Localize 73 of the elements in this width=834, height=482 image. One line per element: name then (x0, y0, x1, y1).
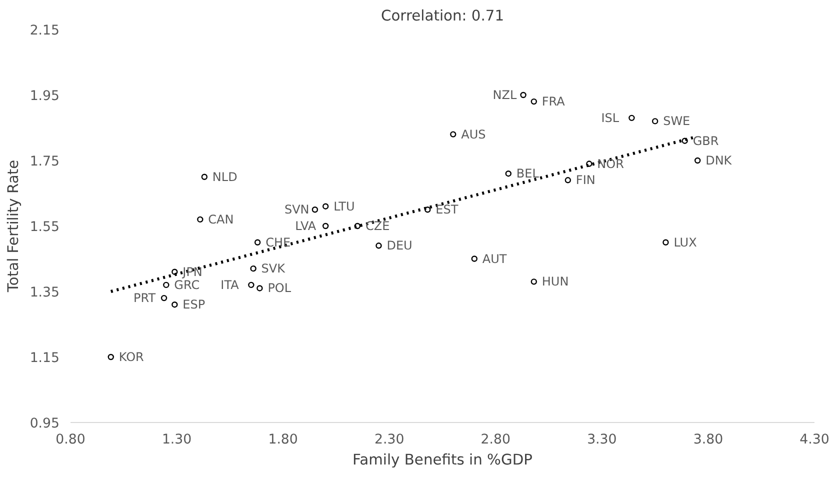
point (201, 174, 208, 180)
annotation: CHE (266, 235, 291, 250)
annotation: ISL (601, 110, 620, 125)
x-tick-label: 1.30 (162, 432, 192, 448)
point (450, 131, 456, 138)
y-tick-label: 1.95 (30, 89, 60, 104)
point (250, 265, 256, 272)
point (652, 118, 658, 124)
annotation: AUT (482, 252, 508, 266)
annotation: ITA (220, 278, 240, 292)
point (471, 256, 478, 262)
annotation: LTU (334, 199, 355, 214)
annotation: NLD (212, 170, 238, 184)
point (376, 242, 382, 249)
annotation: LVA (295, 219, 317, 233)
annotation: GBR (692, 134, 719, 148)
annotation: DNK (706, 154, 733, 168)
x-tick-label: 3.80 (693, 432, 724, 448)
point (197, 216, 204, 223)
annotation: SWE (663, 114, 690, 128)
point (322, 222, 329, 230)
point (530, 98, 538, 105)
x-tick-label: 4.30 (800, 432, 830, 448)
point (628, 114, 635, 122)
annotation: CZE (365, 219, 390, 233)
point (694, 157, 701, 164)
annotation: SVK (261, 262, 286, 276)
annotation: NOR (597, 156, 624, 171)
point (160, 294, 168, 302)
annotation: FIN (576, 173, 596, 188)
annotation: PRT (134, 291, 156, 306)
chart-title: Correlation: 0.71 (380, 8, 504, 24)
annotation: SVN (284, 202, 310, 217)
x-axis-title: Family Benefits in %GDP (352, 452, 533, 468)
x-tick-label: 1.80 (268, 432, 298, 448)
annotation: ESP (182, 298, 206, 312)
y-tick-label: 1.15 (30, 351, 60, 366)
point (505, 170, 512, 177)
x-tick-label: 2.30 (374, 432, 404, 448)
y-tick-label: 1.55 (30, 220, 60, 235)
annotation: POL (268, 281, 292, 296)
annotation: BEL (516, 166, 540, 181)
annotation: GRC (174, 278, 200, 292)
point (248, 282, 254, 288)
point (163, 282, 170, 288)
annotation: KOR (118, 350, 144, 364)
point (256, 285, 263, 292)
annotation: FRA (542, 94, 566, 109)
annotation: CAN (208, 212, 234, 226)
y-tick-label: 2.15 (30, 24, 60, 38)
y-tick-label: 1.75 (30, 154, 60, 170)
x-tick-label: 2.80 (480, 432, 510, 448)
annotation: EST (436, 202, 459, 217)
annotation: AUS (461, 127, 486, 142)
point (172, 302, 178, 308)
point (322, 203, 329, 210)
point (108, 354, 114, 360)
annotation: NZL (492, 88, 517, 102)
point (564, 177, 572, 184)
point (312, 206, 318, 213)
point (662, 239, 669, 246)
annotation: JPN (182, 264, 202, 279)
x-tick-label: 3.30 (587, 432, 617, 448)
point (530, 278, 538, 285)
x-tick-label: 0.80 (56, 432, 86, 448)
point (254, 239, 261, 246)
annotation: LUX (674, 235, 697, 250)
y-axis-title: Total Fertility Rate (4, 160, 22, 294)
y-tick-label: 1.35 (30, 286, 60, 300)
y-tick-label: 0.95 (30, 416, 60, 432)
annotation: DEU (386, 238, 412, 253)
annotation: HUN (542, 274, 569, 289)
point (520, 92, 526, 98)
